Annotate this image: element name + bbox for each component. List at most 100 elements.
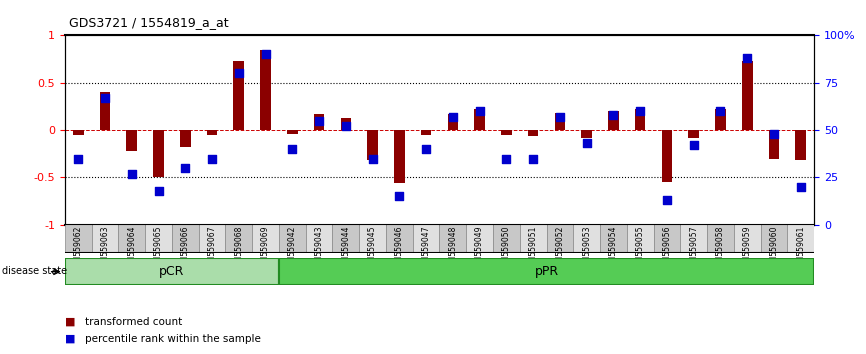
Point [794,184,808,190]
Text: GSM559064: GSM559064 [127,225,136,272]
Bar [180,130,191,147]
Point [178,165,192,171]
Bar [654,224,681,253]
Point [286,146,300,152]
Bar [359,224,386,253]
Point [606,112,620,118]
Text: GSM559059: GSM559059 [743,225,752,272]
Bar [734,224,760,253]
Bar [448,114,458,130]
Text: GSM559045: GSM559045 [368,225,377,272]
Bar [466,224,493,253]
Text: GSM559066: GSM559066 [181,225,190,272]
Bar [145,224,172,253]
Bar [554,113,565,130]
Text: GSM559062: GSM559062 [74,225,83,272]
Point [500,156,514,161]
Bar [126,130,137,151]
Text: GSM559044: GSM559044 [341,225,351,272]
Text: GSM559060: GSM559060 [769,225,779,272]
Bar [475,109,485,130]
Bar [520,224,546,253]
Bar [787,224,814,253]
Bar [681,224,707,253]
Point [98,95,112,101]
Text: GSM559048: GSM559048 [449,225,457,272]
Bar [394,130,404,183]
Bar [795,130,806,160]
Bar [261,50,271,130]
Bar [279,258,814,285]
Bar [65,258,279,285]
Text: GSM559058: GSM559058 [716,225,725,272]
Bar [493,224,520,253]
Point [740,55,754,61]
Bar [413,224,439,253]
Bar [439,224,466,253]
Text: GSM559051: GSM559051 [528,225,538,272]
Point [259,51,273,57]
Point [312,118,326,124]
Bar [715,109,726,130]
Point [473,108,487,114]
Bar [527,130,539,136]
Text: ■: ■ [65,317,75,327]
Text: GSM559068: GSM559068 [235,225,243,272]
Bar [65,224,92,253]
Text: percentile rank within the sample: percentile rank within the sample [85,334,261,344]
Point [392,194,406,199]
Text: pPR: pPR [534,265,559,278]
Bar [600,224,627,253]
Bar [92,224,119,253]
Bar [313,114,325,130]
Bar [340,118,352,130]
Bar [662,130,672,182]
Point [553,114,567,120]
Bar [225,224,252,253]
Point [527,156,540,161]
Text: GSM559054: GSM559054 [609,225,617,272]
Point [71,156,85,161]
Point [232,70,246,76]
Bar [742,61,753,130]
Bar [627,224,654,253]
Bar [306,224,333,253]
Bar [760,224,787,253]
Point [152,188,165,194]
Point [579,141,593,146]
Point [339,124,352,129]
Bar [421,130,431,135]
Text: GSM559067: GSM559067 [208,225,216,272]
Text: GSM559057: GSM559057 [689,225,698,272]
Text: GSM559069: GSM559069 [262,225,270,272]
Bar [279,224,306,253]
Point [660,197,674,203]
Point [365,156,379,161]
Bar [367,130,378,160]
Text: ■: ■ [65,334,75,344]
Bar [119,224,145,253]
Bar [287,130,298,134]
Text: GSM559056: GSM559056 [662,225,671,272]
Bar [333,224,359,253]
Bar [608,111,618,130]
Point [767,131,781,137]
Bar [768,130,779,159]
Bar [635,109,645,130]
Text: GSM559049: GSM559049 [475,225,484,272]
Bar [386,224,413,253]
Text: GSM559065: GSM559065 [154,225,163,272]
Bar [207,130,217,135]
Text: GSM559053: GSM559053 [582,225,591,272]
Point [125,171,139,177]
Text: GSM559052: GSM559052 [555,225,565,272]
Bar [153,130,164,177]
Point [714,108,727,114]
Text: GSM559063: GSM559063 [100,225,110,272]
Text: disease state: disease state [2,266,67,276]
Bar [73,130,84,135]
Text: GSM559047: GSM559047 [422,225,430,272]
Text: GSM559042: GSM559042 [288,225,297,272]
Bar [573,224,600,253]
Bar [501,130,512,135]
